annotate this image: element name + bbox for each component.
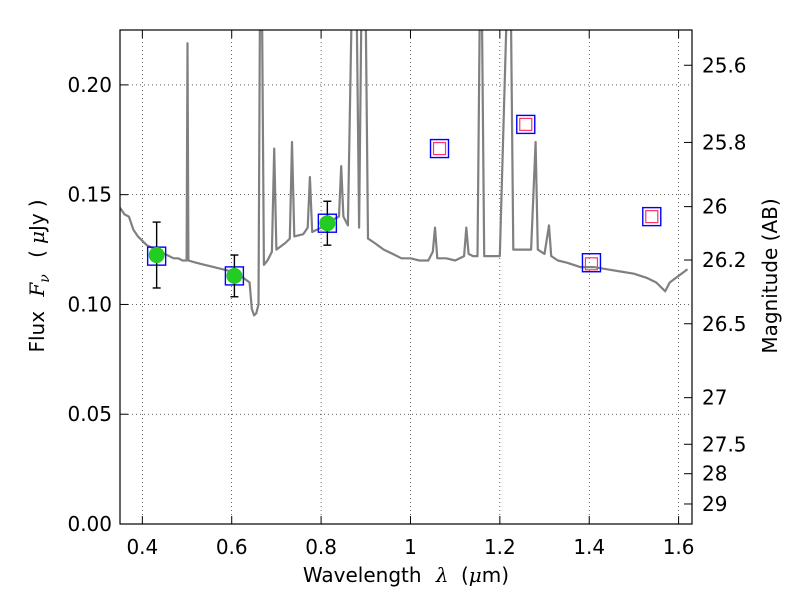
y-axis-title-prefix: Flux <box>25 311 49 353</box>
observed-point <box>148 247 165 264</box>
x-axis-title: Wavelength λ (μm) <box>303 563 509 587</box>
y2-tick-label: 29 <box>702 492 727 516</box>
y2-tick-label: 26.5 <box>702 312 747 336</box>
y-axis-title-sub: ν <box>37 274 53 283</box>
model-box-marker <box>642 206 662 227</box>
y2-tick-label: 26 <box>702 195 727 219</box>
tick-labels: 0.4 0.6 0.8 1 1.2 1.4 1.6 0.00 0.05 0.10 0.15 0.20 2… <box>67 53 746 559</box>
series-layer <box>120 30 689 317</box>
y2-axis-title: Magnitude (AB) <box>758 198 782 353</box>
model-box-marker <box>581 253 602 273</box>
y2-tick-label: 25.6 <box>702 53 747 77</box>
y-tick-label: 0.05 <box>67 402 112 426</box>
x-axis-title-prefix: Wavelength <box>303 563 422 587</box>
model-box-marker <box>516 114 536 135</box>
y-tick-label: 0.10 <box>67 292 112 316</box>
x-axis-title-symbol: λ <box>435 563 449 587</box>
model-box-marker <box>429 138 450 159</box>
y-tick-label: 0.15 <box>67 183 112 207</box>
x-axis-title-unit-open: ( <box>461 563 469 587</box>
x-tick-label: 0.6 <box>216 535 248 559</box>
y2-tick-label: 26.2 <box>702 248 747 272</box>
grid-lines <box>120 30 692 525</box>
unobserved-marker <box>432 141 447 156</box>
tick-marks <box>120 30 692 525</box>
y2-tick-label: 27.5 <box>702 432 747 456</box>
x-tick-label: 0.4 <box>126 535 158 559</box>
sed-model-line <box>120 30 689 317</box>
unobserved-marker <box>645 210 659 224</box>
y-axis-title-symbol: F <box>25 282 49 298</box>
x-tick-label: 1.2 <box>484 535 516 559</box>
x-axis-title-unit-mu: μ <box>469 563 482 587</box>
y-axis-title-unit-close: ) <box>25 199 49 207</box>
unobserved-marker <box>519 117 533 132</box>
plot-frame <box>119 29 693 525</box>
unobserved-marker <box>584 257 599 271</box>
x-axis-title-unit-rest: m) <box>482 563 509 587</box>
y-tick-label: 0.00 <box>67 512 112 536</box>
y-axis-title: Flux Fν ( μJy) <box>25 199 54 352</box>
y2-tick-label: 27 <box>702 386 727 410</box>
y2-tick-label: 28 <box>702 462 727 486</box>
x-tick-label: 0.8 <box>305 535 337 559</box>
y2-tick-label: 25.8 <box>702 130 747 154</box>
x-tick-label: 1.6 <box>663 535 695 559</box>
observed-point <box>226 267 243 284</box>
y-tick-label: 0.20 <box>67 73 112 97</box>
x-tick-label: 1 <box>404 535 417 559</box>
y-axis-title-unit-mu: μ <box>25 231 49 244</box>
x-tick-label: 1.4 <box>573 535 605 559</box>
y-axis-title-unit-rest: Jy <box>25 213 49 233</box>
observed-point <box>319 215 336 232</box>
y-axis-title-unit-open: ( <box>25 250 49 258</box>
